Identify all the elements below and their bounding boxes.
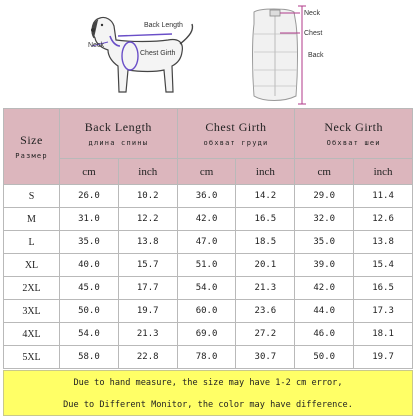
- measure-value: 44.0: [294, 299, 355, 323]
- neck-label: Neck: [88, 42, 104, 49]
- table-row: M 31.0 12.2 42.0 16.5 32.0 12.6: [3, 207, 413, 231]
- notice-line-1: Due to hand measure, the size may have 1…: [73, 378, 343, 388]
- measure-value: 15.7: [117, 253, 178, 277]
- measure-value: 39.0: [294, 253, 355, 277]
- measure-value: 47.0: [176, 230, 237, 254]
- measure-value: 32.0: [294, 207, 355, 231]
- chest-girth-header: Chest Girth обхват груди: [176, 108, 296, 159]
- measure-value: 50.0: [59, 299, 119, 323]
- table-row: 2XL 45.0 17.7 54.0 21.3 42.0 16.5: [3, 276, 413, 300]
- size-label: XL: [3, 253, 60, 277]
- measure-value: 18.5: [235, 230, 296, 254]
- notice-line-2: Due to Different Monitor, the color may …: [63, 400, 353, 410]
- size-label: 3XL: [3, 299, 60, 323]
- measure-value: 45.0: [59, 276, 119, 300]
- unit-row: cm inch cm inch cm inch: [4, 158, 413, 185]
- measure-value: 42.0: [294, 276, 355, 300]
- measure-value: 54.0: [59, 322, 119, 346]
- measure-value: 29.0: [294, 184, 355, 208]
- vest-neck-label: Neck: [304, 10, 320, 17]
- size-label: M: [3, 207, 60, 231]
- measure-value: 21.3: [235, 276, 296, 300]
- dog-outline-icon: [91, 16, 194, 93]
- measure-value: 19.7: [353, 345, 413, 369]
- vest-chest-label: Chest: [304, 30, 323, 37]
- back-length-label: Back Length: [144, 22, 183, 29]
- measure-value: 13.8: [353, 230, 413, 254]
- size-chart-table: Size Размер Back Length длина спины Ches…: [3, 108, 413, 369]
- vest-outline-icon: [252, 5, 306, 105]
- table-row: 3XL 50.0 19.7 60.0 23.6 44.0 17.3: [3, 299, 413, 323]
- measure-value: 15.4: [353, 253, 413, 277]
- unit-cell: inch: [235, 158, 296, 185]
- size-label: 4XL: [3, 322, 60, 346]
- vest-back-label: Back: [308, 52, 324, 59]
- chest-girth-ring: [121, 41, 139, 71]
- measure-value: 17.3: [353, 299, 413, 323]
- measure-value: 60.0: [176, 299, 237, 323]
- table-row: S 26.0 10.2 36.0 14.2 29.0 11.4: [3, 184, 413, 208]
- measure-value: 50.0: [294, 345, 355, 369]
- measurement-notice: Due to hand measure, the size may have 1…: [3, 370, 413, 416]
- table-row: 4XL 54.0 21.3 69.0 27.2 46.0 18.1: [3, 322, 413, 346]
- size-rows: S 26.0 10.2 36.0 14.2 29.0 11.4 M 31.0 12.2 42.0 16…: [3, 184, 413, 369]
- measure-value: 54.0: [176, 276, 237, 300]
- back-length-line: [117, 33, 173, 37]
- measure-value: 30.7: [235, 345, 296, 369]
- measure-value: 69.0: [176, 322, 237, 346]
- measure-value: 17.7: [117, 276, 178, 300]
- vest-measure-diagram: Neck Chest Back: [240, 0, 360, 108]
- unit-cell: inch: [117, 158, 178, 185]
- size-label: S: [3, 184, 60, 208]
- measure-value: 18.1: [353, 322, 413, 346]
- unit-cell: inch: [353, 158, 413, 185]
- measure-value: 11.4: [353, 184, 413, 208]
- product-illustration: Back Length Neck Chest Girth Neck: [0, 0, 416, 108]
- measure-value: 36.0: [176, 184, 237, 208]
- size-label: L: [3, 230, 60, 254]
- unit-cell: cm: [294, 158, 355, 185]
- measure-value: 21.3: [117, 322, 178, 346]
- measure-value: 12.6: [353, 207, 413, 231]
- table-row: XL 40.0 15.7 51.0 20.1 39.0 15.4: [3, 253, 413, 277]
- measure-value: 58.0: [59, 345, 119, 369]
- table-row: L 35.0 13.8 47.0 18.5 35.0 13.8: [3, 230, 413, 254]
- measure-value: 12.2: [117, 207, 178, 231]
- measure-value: 42.0: [176, 207, 237, 231]
- measure-value: 35.0: [294, 230, 355, 254]
- measure-value: 46.0: [294, 322, 355, 346]
- measure-value: 40.0: [59, 253, 119, 277]
- measure-value: 35.0: [59, 230, 119, 254]
- neck-girth-header: Neck Girth Обхват шеи: [294, 108, 413, 159]
- table-row: 5XL 58.0 22.8 78.0 30.7 50.0 19.7: [3, 345, 413, 369]
- size-label: 2XL: [3, 276, 60, 300]
- header-row: Size Размер Back Length длина спины Ches…: [3, 108, 413, 185]
- measure-value: 51.0: [176, 253, 237, 277]
- back-length-header: Back Length длина спины: [59, 108, 178, 159]
- measure-value: 78.0: [176, 345, 237, 369]
- measure-value: 19.7: [117, 299, 178, 323]
- measure-value: 23.6: [235, 299, 296, 323]
- measure-value: 13.8: [117, 230, 178, 254]
- measure-value: 16.5: [235, 207, 296, 231]
- measure-value: 20.1: [235, 253, 296, 277]
- measure-value: 10.2: [117, 184, 178, 208]
- measure-value: 26.0: [59, 184, 119, 208]
- unit-cell: cm: [176, 158, 237, 185]
- size-label: 5XL: [3, 345, 60, 369]
- measure-value: 16.5: [353, 276, 413, 300]
- unit-cell: cm: [59, 158, 119, 185]
- measure-value: 27.2: [235, 322, 296, 346]
- measure-value: 14.2: [235, 184, 296, 208]
- size-header: Size Размер: [3, 108, 60, 185]
- measure-value: 31.0: [59, 207, 119, 231]
- measure-value: 22.8: [117, 345, 178, 369]
- dog-measure-diagram: Back Length Neck Chest Girth: [60, 0, 220, 108]
- chest-girth-label: Chest Girth: [140, 50, 176, 57]
